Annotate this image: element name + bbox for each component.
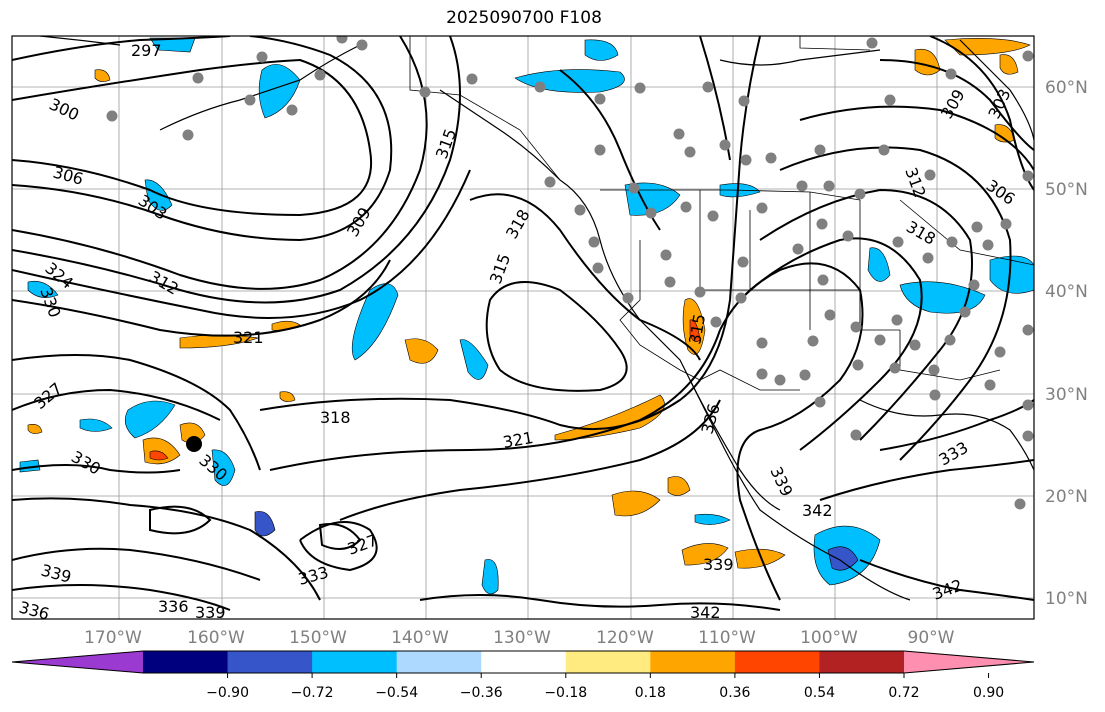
lon-label: 160°W (187, 628, 245, 648)
colorbar-segment (650, 651, 736, 673)
contour-label: 318 (320, 408, 351, 427)
contour-lines (12, 36, 1034, 611)
colorbar-tick-label: −0.72 (291, 685, 334, 701)
coastlines (39, 36, 1034, 601)
contour-label: 342 (802, 501, 833, 520)
lon-label: 140°W (391, 628, 449, 648)
lon-label: 100°W (800, 628, 858, 648)
latitude-labels: 60°N 50°N 40°N 30°N 20°N 10°N (1045, 78, 1088, 609)
map-frame (11, 35, 1035, 620)
station-markers (106, 36, 1034, 510)
colorbar-segment (227, 651, 313, 673)
colorbar-segment (312, 651, 398, 673)
contour-label: 336 (17, 598, 51, 624)
contour-label: 342 (690, 603, 721, 622)
colorbar-tick-label: −0.90 (206, 685, 249, 701)
colorbar-extend-low (12, 651, 143, 673)
colorbar-tick-label: −0.36 (460, 685, 503, 701)
lon-label: 170°W (84, 628, 142, 648)
political-borders (409, 36, 1034, 391)
colorbar-tick-label: −0.54 (375, 685, 418, 701)
contour-label: 336 (158, 597, 189, 616)
lat-label: 60°N (1045, 78, 1088, 98)
lat-label: 40°N (1045, 282, 1088, 302)
colorbar-outline (11, 650, 1035, 674)
lon-label: 110°W (698, 628, 756, 648)
colorbar-tick-label: 0.72 (888, 685, 919, 701)
colorbar-tick-label: −0.18 (544, 685, 587, 701)
contour-label: 321 (233, 328, 264, 347)
lat-label: 20°N (1045, 487, 1088, 507)
contour-label: 297 (131, 41, 162, 60)
longitude-labels: 170°W 160°W 150°W 140°W 130°W 120°W 110°… (84, 628, 955, 648)
colorbar: −0.90 −0.72 −0.54 −0.36 −0.18 0.18 0.36 0.54 0.7… (11, 650, 1035, 701)
lon-label: 90°W (908, 628, 955, 648)
colorbar-tick-label: 0.90 (973, 685, 1004, 701)
colorbar-tick-label: 0.54 (804, 685, 835, 701)
lat-label: 50°N (1045, 180, 1088, 200)
contour-label: 339 (195, 603, 226, 622)
colorbar-segment (143, 651, 229, 673)
lon-label: 150°W (289, 628, 347, 648)
colorbar-segment (481, 651, 567, 673)
colorbar-segment (565, 651, 651, 673)
plot-title: 2025090700 F108 (446, 8, 602, 28)
lat-label: 30°N (1045, 385, 1088, 405)
storm-center-marker (186, 436, 202, 452)
colorbar-tick-label: 0.18 (635, 685, 666, 701)
colorbar-segment (819, 651, 905, 673)
map-panel (12, 36, 1034, 619)
graticule (12, 36, 1034, 619)
contour-label: 339 (703, 555, 734, 574)
colorbar-segment (734, 651, 820, 673)
lon-label: 120°W (596, 628, 654, 648)
lat-label: 10°N (1045, 589, 1088, 609)
colorbar-segment (396, 651, 482, 673)
lon-label: 130°W (493, 628, 551, 648)
colorbar-tick-label: 0.36 (719, 685, 750, 701)
colorbar-extend-high (904, 651, 1034, 673)
